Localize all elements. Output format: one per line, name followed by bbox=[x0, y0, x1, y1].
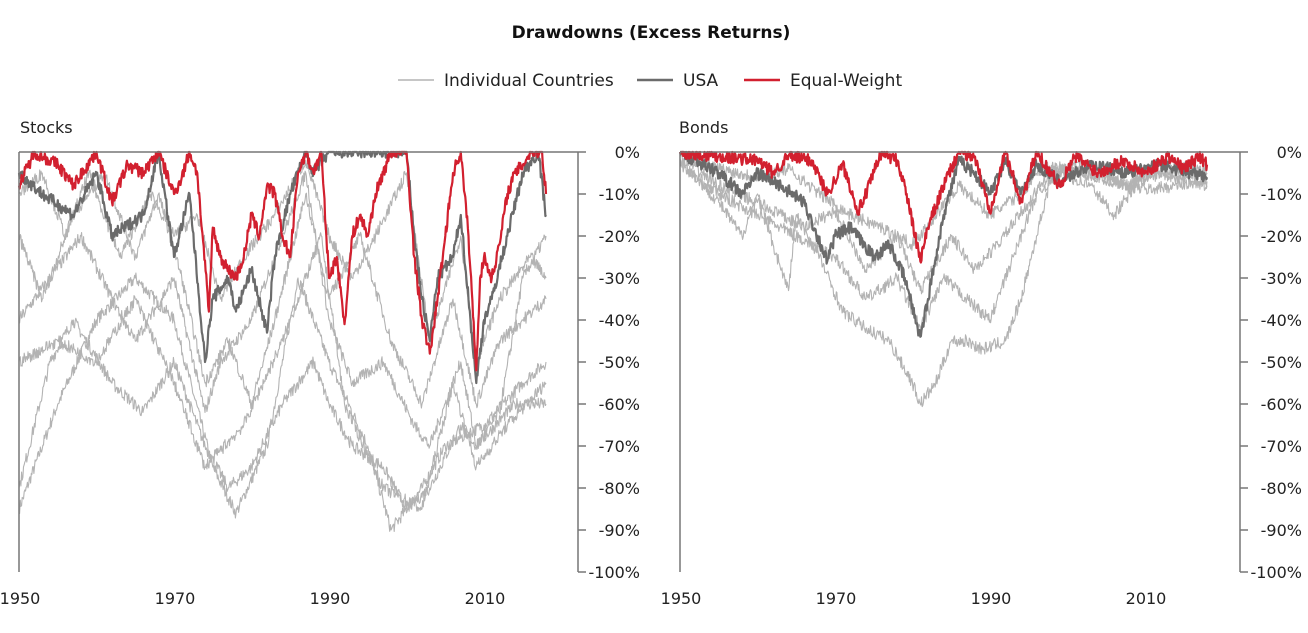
bonds-y-tick-label: -30% bbox=[1261, 269, 1302, 288]
stocks-y-tick-label: -40% bbox=[599, 311, 640, 330]
stocks-panel: Stocks 0% -10% -20% -30% -40% -50% -60% -70% -80%… bbox=[0, 118, 640, 608]
bonds-panel-title: Bonds bbox=[679, 118, 728, 137]
legend: Individual Countries USA Equal-Weight bbox=[398, 71, 902, 91]
bonds-y-tick-label: -80% bbox=[1261, 479, 1302, 498]
stocks-line-equal-weight-7 bbox=[17, 150, 548, 372]
stocks-line-individual-countries-1 bbox=[18, 317, 547, 513]
legend-label-equal-weight: Equal-Weight bbox=[790, 71, 902, 91]
bonds-line-equal-weight-5 bbox=[678, 150, 1209, 264]
bonds-line-individual-countries-1 bbox=[679, 159, 1208, 329]
bonds-y-tick-label: -50% bbox=[1261, 353, 1302, 372]
stocks-x-tick-label: 2010 bbox=[465, 589, 506, 608]
stocks-y-tick-label: -80% bbox=[599, 479, 640, 498]
stocks-y-tick-label: -100% bbox=[588, 563, 640, 582]
bonds-y-tick-label: -70% bbox=[1261, 437, 1302, 456]
bonds-x-tick-label: 1990 bbox=[971, 589, 1012, 608]
bonds-y-tick-label: -90% bbox=[1261, 521, 1302, 540]
bonds-series bbox=[678, 150, 1209, 408]
stocks-y-tick-label: -20% bbox=[599, 227, 640, 246]
stocks-y-tick-label: 0% bbox=[615, 143, 640, 162]
bonds-x-tick-label: 1970 bbox=[816, 589, 857, 608]
bonds-line-usa-4 bbox=[679, 150, 1209, 338]
chart-title: Drawdowns (Excess Returns) bbox=[512, 23, 791, 43]
stocks-series bbox=[17, 150, 548, 532]
stocks-y-tick-label: -90% bbox=[599, 521, 640, 540]
stocks-line-individual-countries-5 bbox=[18, 232, 547, 512]
bonds-y-tick-label: -20% bbox=[1261, 227, 1302, 246]
stocks-x-tick-label: 1990 bbox=[310, 589, 351, 608]
bonds-y-tick-label: -100% bbox=[1250, 563, 1302, 582]
bonds-y-tick-label: 0% bbox=[1277, 143, 1302, 162]
bonds-y-tick-label: -10% bbox=[1261, 185, 1302, 204]
stocks-line-usa-6 bbox=[17, 150, 547, 385]
bonds-x-tick-label: 2010 bbox=[1126, 589, 1167, 608]
stocks-y-tick-label: -50% bbox=[599, 353, 640, 372]
stocks-y-tick-label: -70% bbox=[599, 437, 640, 456]
stocks-x-tick-label: 1950 bbox=[0, 589, 40, 608]
bonds-y-tick-label: -60% bbox=[1261, 395, 1302, 414]
legend-label-individual-countries: Individual Countries bbox=[444, 71, 614, 91]
stocks-line-individual-countries-0 bbox=[18, 272, 547, 532]
stocks-line-individual-countries-4 bbox=[18, 159, 547, 363]
bonds-x-tick-label: 1950 bbox=[661, 589, 702, 608]
stocks-line-individual-countries-2 bbox=[18, 170, 547, 450]
legend-label-usa: USA bbox=[683, 71, 719, 91]
stocks-y-tick-label: -30% bbox=[599, 269, 640, 288]
stocks-panel-title: Stocks bbox=[20, 118, 73, 137]
bonds-line-individual-countries-3 bbox=[679, 151, 1208, 295]
stocks-x-tick-label: 1970 bbox=[155, 589, 196, 608]
bonds-panel: Bonds 0% -10% -20% -30% -40% -50% -60% -70% -80% -… bbox=[661, 118, 1302, 608]
stocks-line-individual-countries-3 bbox=[18, 170, 547, 410]
stocks-y-tick-label: -10% bbox=[599, 185, 640, 204]
stocks-y-tick-label: -60% bbox=[599, 395, 640, 414]
bonds-y-tick-label: -40% bbox=[1261, 311, 1302, 330]
